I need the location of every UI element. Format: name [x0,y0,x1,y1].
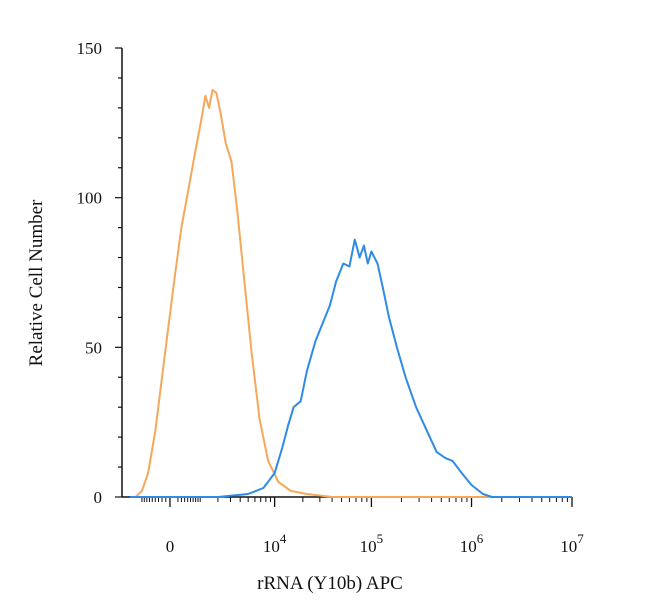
x-tick-label: 107 [560,531,584,556]
series-layer [130,88,572,498]
y-tick-label: 100 [77,189,103,208]
x-tick-label: 105 [360,531,384,556]
x-tick-label: 106 [460,531,484,556]
series-line-1 [134,88,572,498]
y-tick-label: 50 [85,338,102,357]
y-tick-label: 0 [94,488,103,507]
y-axis-title: Relative Cell Number [26,199,47,366]
y-tick-label: 150 [77,39,103,58]
x-tick-label: 0 [166,537,175,556]
x-axis-title: rRNA (Y10b) APC [257,573,403,594]
x-tick-label: 104 [263,531,287,556]
axes: 0 50 100 150 0 104 105 106 107 [77,39,585,556]
series-line-2 [130,238,572,498]
